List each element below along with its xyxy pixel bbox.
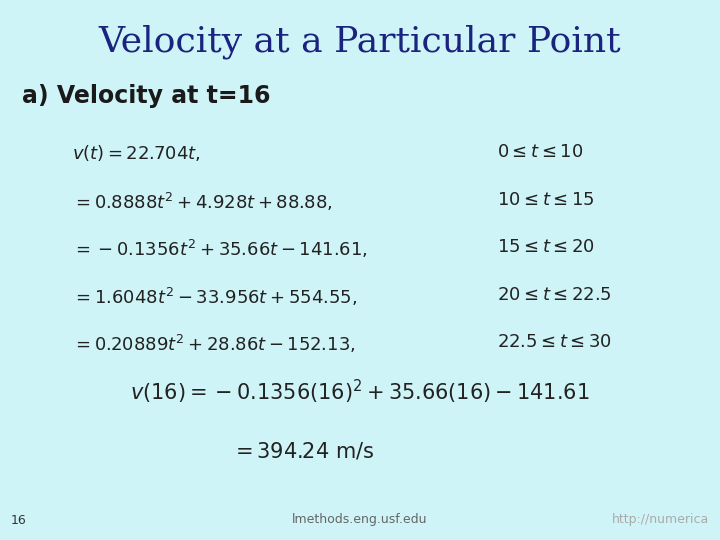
Text: $10 \leq t \leq 15$: $10 \leq t \leq 15$ (497, 191, 594, 208)
Text: Velocity at a Particular Point: Velocity at a Particular Point (99, 24, 621, 59)
Text: $= 0.20889t^{2} + 28.86t - 152.13,$: $= 0.20889t^{2} + 28.86t - 152.13,$ (72, 333, 356, 355)
Text: $22.5 \leq t \leq 30$: $22.5 \leq t \leq 30$ (497, 333, 612, 351)
Text: $15 \leq t \leq 20$: $15 \leq t \leq 20$ (497, 238, 595, 256)
Text: $= 1.6048t^{2} - 33.956t + 554.55,$: $= 1.6048t^{2} - 33.956t + 554.55,$ (72, 286, 357, 308)
Text: 16: 16 (11, 514, 27, 526)
Text: $0 \leq t \leq 10$: $0 \leq t \leq 10$ (497, 143, 583, 161)
Text: $= 394.24\ \mathrm{m/s}$: $= 394.24\ \mathrm{m/s}$ (230, 440, 374, 461)
Text: http://numerica: http://numerica (612, 514, 709, 526)
Text: $= -0.1356t^{2} + 35.66t - 141.61,$: $= -0.1356t^{2} + 35.66t - 141.61,$ (72, 238, 368, 260)
Text: a) Velocity at t=16: a) Velocity at t=16 (22, 84, 270, 107)
Text: $20 \leq t \leq 22.5$: $20 \leq t \leq 22.5$ (497, 286, 611, 303)
Text: $= 0.8888t^{2} + 4.928t + 88.88,$: $= 0.8888t^{2} + 4.928t + 88.88,$ (72, 191, 333, 213)
Text: lmethods.eng.usf.edu: lmethods.eng.usf.edu (292, 514, 428, 526)
Text: $v(t) = 22.704t,$: $v(t) = 22.704t,$ (72, 143, 200, 163)
Text: $v(16) = -0.1356(16)^{2} + 35.66(16) - 141.61$: $v(16) = -0.1356(16)^{2} + 35.66(16) - 1… (130, 378, 590, 406)
